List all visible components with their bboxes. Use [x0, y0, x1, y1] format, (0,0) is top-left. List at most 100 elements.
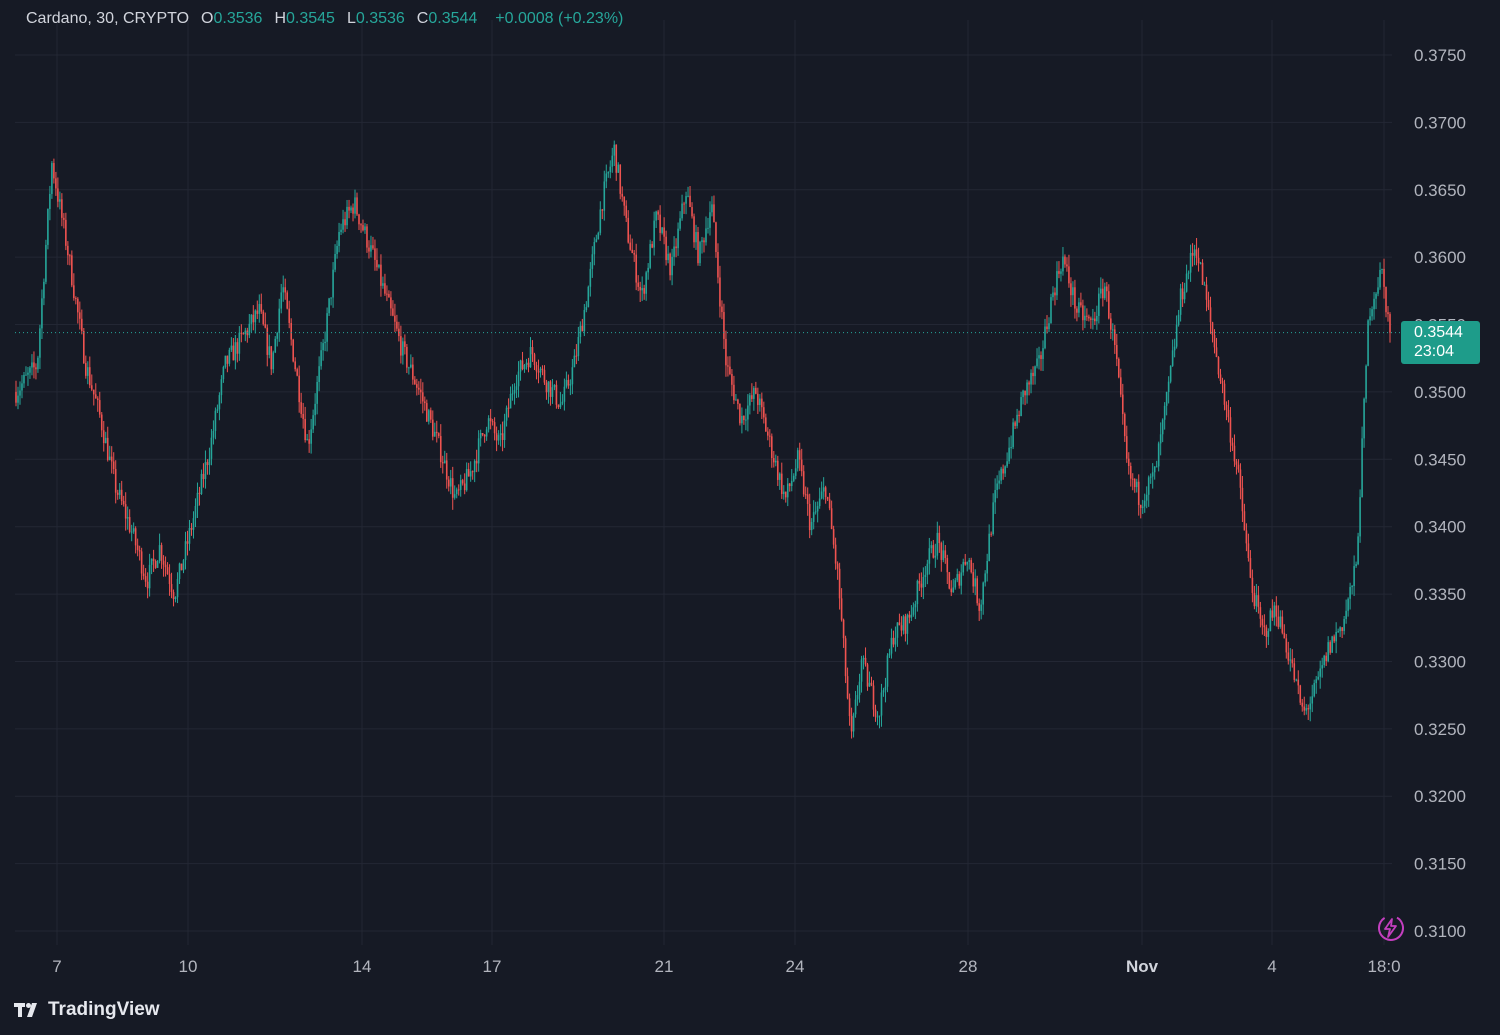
- candle-body: [565, 379, 568, 387]
- candle-body: [453, 494, 456, 498]
- candle-body: [19, 390, 21, 396]
- candle-body: [184, 541, 187, 561]
- candle-body: [838, 568, 841, 599]
- candle-body: [922, 577, 925, 588]
- candle-body: [747, 405, 749, 420]
- candle-body: [238, 332, 241, 354]
- candle-body: [424, 401, 426, 404]
- candle-body: [1104, 286, 1106, 299]
- candle-body: [65, 219, 67, 246]
- candle-body: [900, 625, 903, 631]
- candle-body: [1207, 299, 1210, 308]
- candle-body: [755, 387, 757, 394]
- candle-body: [1094, 318, 1096, 322]
- candle-body: [930, 545, 933, 549]
- candlestick-chart[interactable]: 0.37500.37000.36500.36000.35500.35000.34…: [0, 0, 1500, 985]
- candle-body: [661, 227, 663, 233]
- candle-body: [1221, 380, 1224, 384]
- candle-body: [1333, 636, 1335, 642]
- candle-body: [459, 480, 462, 490]
- candle-body: [270, 346, 273, 370]
- candle-body: [1098, 293, 1100, 316]
- change-value: +0.0008 (+0.23%): [495, 10, 624, 27]
- candle-body: [924, 574, 927, 578]
- candle-body: [1345, 610, 1347, 619]
- tradingview-logo[interactable]: TradingView: [14, 999, 160, 1021]
- candle-body: [553, 384, 556, 388]
- candle-body: [593, 242, 596, 255]
- candle-body: [75, 298, 77, 300]
- candle-body: [69, 255, 71, 257]
- candle-body: [41, 298, 43, 329]
- price-axis[interactable]: 0.37500.37000.36500.36000.35500.35000.34…: [1414, 46, 1466, 941]
- candle-body: [210, 437, 213, 459]
- candle-body: [178, 563, 181, 579]
- candle-body: [1022, 390, 1024, 398]
- candle-body: [717, 252, 719, 278]
- candle-body: [108, 456, 111, 460]
- candle-body: [370, 245, 372, 252]
- candle-body: [1331, 636, 1333, 653]
- candle-body: [81, 318, 83, 332]
- candle-body: [1119, 377, 1122, 395]
- candle-body: [266, 327, 269, 355]
- candle-body: [55, 178, 57, 189]
- candle-body: [455, 489, 458, 495]
- candle-body: [59, 199, 61, 202]
- close-label: C: [416, 10, 429, 27]
- candle-body: [168, 574, 171, 585]
- candle-body: [633, 252, 636, 255]
- candle-body: [1199, 262, 1202, 264]
- candle-body: [958, 574, 961, 586]
- candle-body: [898, 622, 901, 626]
- candle-body: [888, 653, 891, 656]
- candle-body: [1036, 358, 1038, 367]
- y-tick-label: 0.3200: [1414, 787, 1466, 806]
- candle-body: [1125, 436, 1128, 459]
- candle-body: [952, 587, 955, 593]
- candle-body: [314, 403, 316, 416]
- candle-body: [737, 399, 739, 404]
- candle-body: [134, 528, 137, 546]
- candle-body: [505, 407, 508, 421]
- candle-body: [485, 429, 488, 437]
- candle-body: [394, 315, 396, 322]
- candle-body: [1016, 414, 1018, 426]
- candle-body: [964, 561, 967, 565]
- candle-body: [1052, 292, 1054, 298]
- candle-body: [854, 699, 857, 715]
- lightning-bolt-icon[interactable]: [1376, 913, 1406, 943]
- candle-body: [1114, 329, 1116, 345]
- candle-body: [1008, 447, 1010, 462]
- candle-body: [146, 581, 149, 589]
- candle-body: [751, 395, 753, 399]
- tradingview-logo-icon: [14, 1003, 37, 1017]
- candle-body: [595, 239, 598, 243]
- candle-body: [437, 433, 440, 437]
- y-tick-label: 0.3350: [1414, 585, 1466, 604]
- candle-body: [1373, 298, 1375, 310]
- chart-area[interactable]: 0.37500.37000.36500.36000.35500.35000.34…: [0, 0, 1500, 985]
- candle-body: [493, 422, 496, 434]
- candle-body: [1149, 476, 1152, 478]
- candle-body: [1317, 676, 1320, 680]
- candle-body: [90, 385, 93, 390]
- candle-body: [106, 437, 109, 460]
- candle-body: [461, 480, 464, 484]
- candle-body: [757, 393, 759, 405]
- candle-body: [802, 471, 805, 495]
- candle-body: [822, 487, 825, 492]
- candle-body: [601, 209, 604, 211]
- candle-body: [699, 242, 701, 264]
- candle-body: [651, 244, 653, 248]
- candle-body: [479, 433, 482, 439]
- symbol-label[interactable]: Cardano, 30, CRYPTO: [26, 10, 190, 27]
- time-axis[interactable]: 7 10 14 17 21 24 28 Nov 4 18:0: [52, 957, 1400, 976]
- x-tick-label: 21: [655, 957, 674, 976]
- candle-body: [669, 253, 671, 276]
- candle-body: [589, 268, 592, 287]
- candle-body: [904, 616, 907, 634]
- candle-body: [675, 246, 677, 249]
- candle-body: [902, 616, 905, 631]
- candle-body: [1064, 256, 1066, 265]
